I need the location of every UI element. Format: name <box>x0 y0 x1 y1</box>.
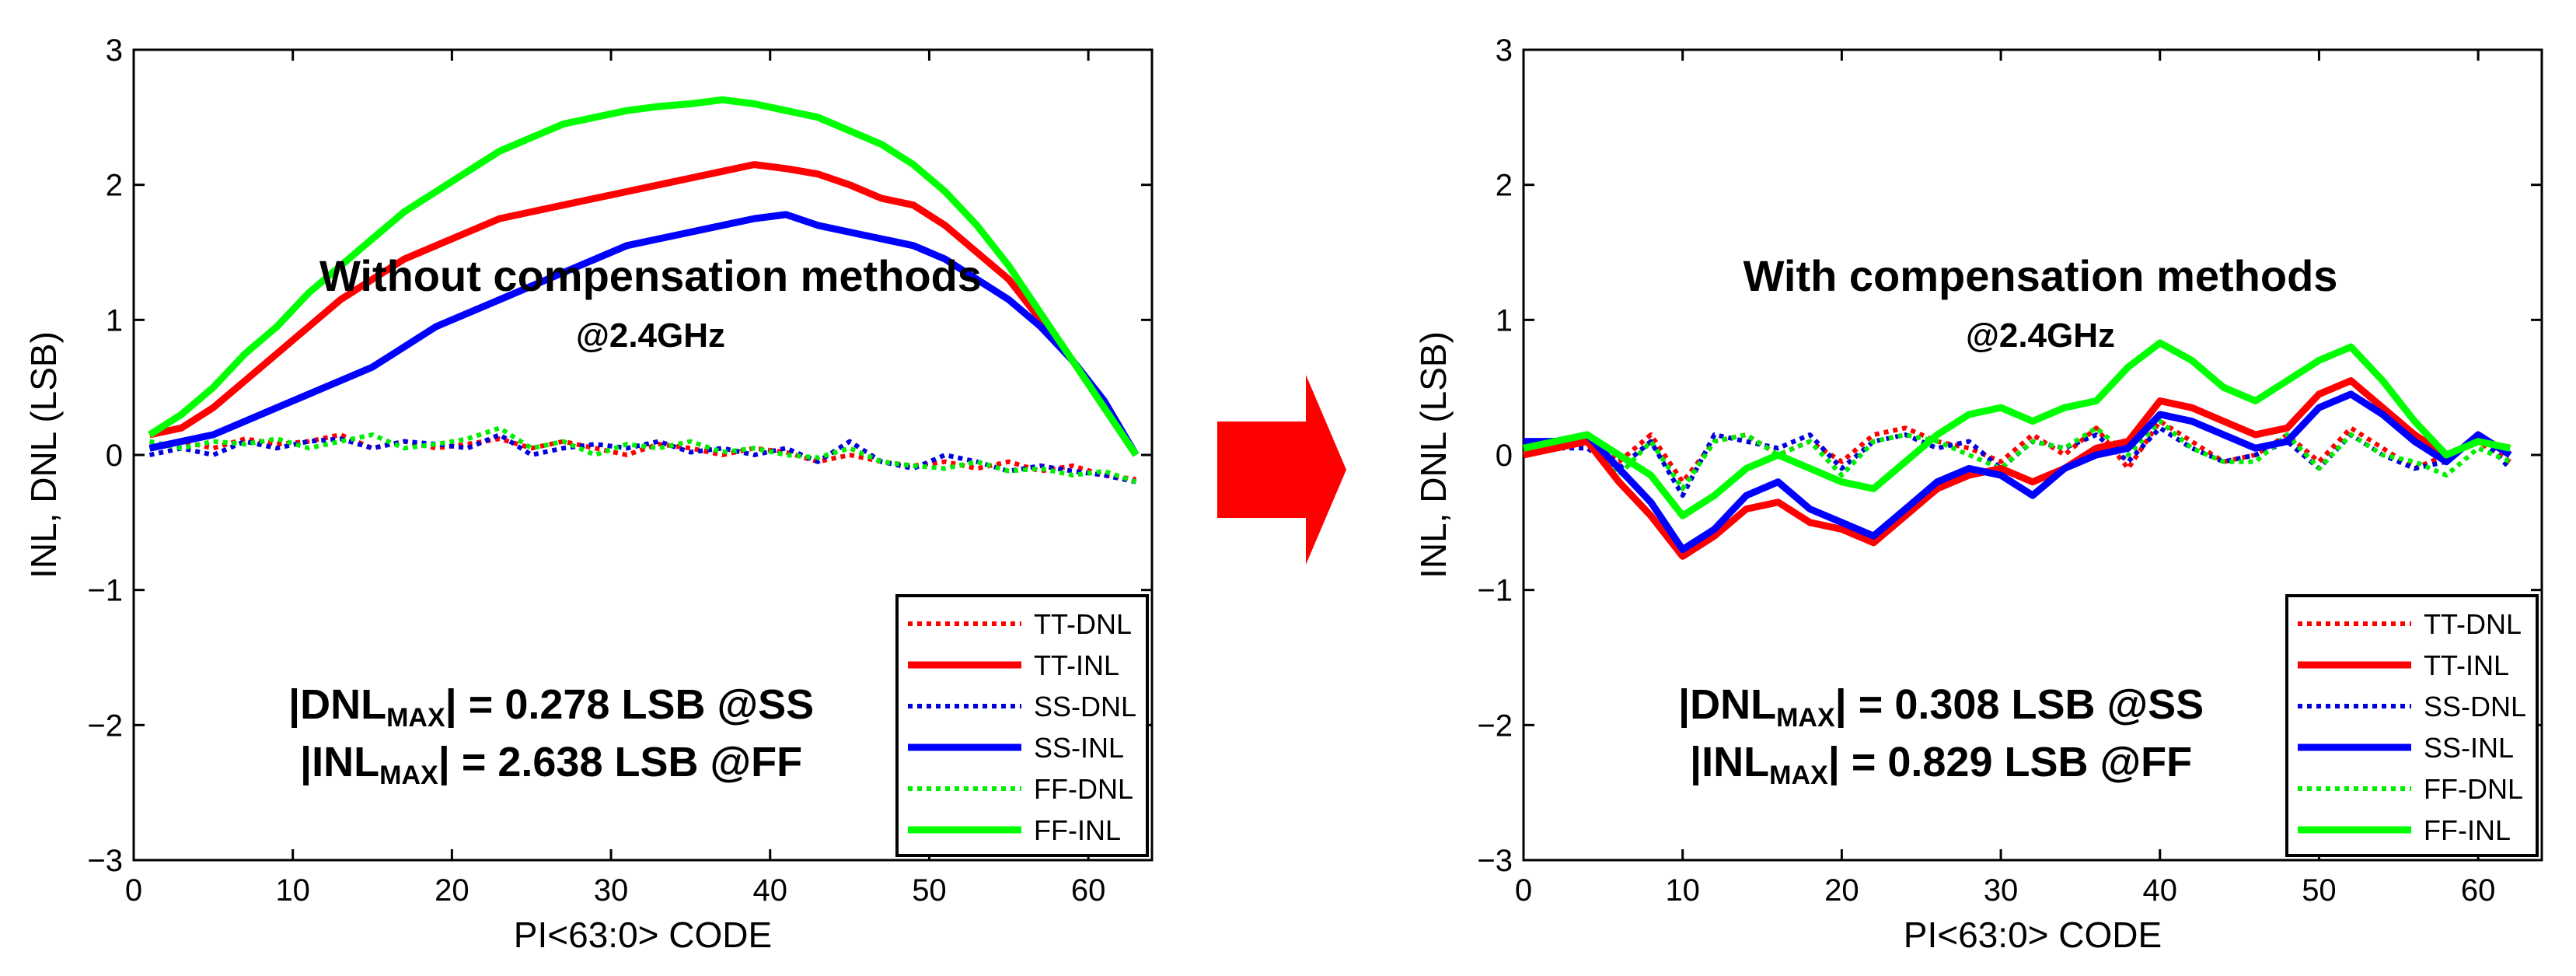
x-tick-label: 50 <box>912 873 947 908</box>
y-tick-label: −3 <box>1477 844 1513 878</box>
x-axis-label: PI<63:0> CODE <box>514 915 772 955</box>
right-arrow-icon <box>1217 375 1346 565</box>
x-tick-label: 40 <box>753 873 788 908</box>
y-tick-label: −1 <box>1477 574 1513 608</box>
x-tick-label: 60 <box>1071 873 1106 908</box>
legend-label: SS-DNL <box>1034 691 1136 722</box>
y-tick-label: 0 <box>1496 439 1513 473</box>
legend-label: FF-DNL <box>2424 773 2523 805</box>
legend-box <box>2285 594 2539 857</box>
series-line-ff-inl <box>1523 339 2511 519</box>
stat-subscript: MAX <box>1776 703 1835 733</box>
x-tick-label: 40 <box>2143 873 2178 908</box>
y-tick-label: −1 <box>87 574 123 608</box>
series-line-ff-dnl <box>148 425 1137 485</box>
stat-subscript: MAX <box>386 703 445 733</box>
x-tick-label: 20 <box>435 873 469 908</box>
stat-annotation: |DNLMAX| = 0.308 LSB @SS <box>1678 681 2204 733</box>
legend-label: FF-DNL <box>1034 773 1133 805</box>
x-tick-label: 30 <box>1984 873 2019 908</box>
x-tick-label: 30 <box>594 873 629 908</box>
series-line-ss-inl <box>1524 390 2512 554</box>
y-tick-label: −2 <box>87 708 123 743</box>
series-line-ss-inl <box>148 211 1140 457</box>
x-tick-label: 0 <box>1515 873 1532 908</box>
series-line-tt-dnl <box>1523 418 2511 485</box>
series-line-tt-dnl <box>148 432 1136 482</box>
stat-annotation: |INLMAX| = 0.829 LSB @FF <box>1690 739 2192 790</box>
legend-label: SS-INL <box>2424 732 2514 764</box>
chart-subtitle: @2.4GHz <box>576 317 725 355</box>
legend-label: SS-DNL <box>2424 691 2526 722</box>
x-tick-label: 10 <box>1665 873 1700 908</box>
legend-label: TT-INL <box>1034 649 1119 681</box>
legend-label: SS-INL <box>1034 732 1124 764</box>
legend-box <box>895 594 1149 857</box>
x-tick-label: 10 <box>275 873 310 908</box>
series-line-tt-inl <box>1523 377 2511 560</box>
y-axis-label: INL, DNL (LSB) <box>1413 331 1454 579</box>
y-tick-label: 2 <box>106 169 123 203</box>
legend-label: TT-DNL <box>1034 608 1132 640</box>
y-tick-label: 1 <box>1496 303 1513 338</box>
stat-annotation: |INLMAX| = 2.638 LSB @FF <box>300 739 802 790</box>
legend-label: FF-INL <box>1034 814 1121 846</box>
series-line-ff-inl <box>148 96 1140 457</box>
y-tick-label: 3 <box>1496 33 1513 68</box>
x-tick-label: 60 <box>2461 873 2496 908</box>
series-line-ff-dnl <box>1523 418 2511 491</box>
stat-suffix: | = 0.308 LSB @SS <box>1835 681 2204 729</box>
stat-suffix: | = 0.278 LSB @SS <box>445 681 814 729</box>
stat-prefix: |DNL <box>288 681 386 729</box>
series-line-tt-inl <box>148 161 1140 457</box>
legend-label: TT-INL <box>2424 649 2509 681</box>
stat-prefix: |DNL <box>1678 681 1776 729</box>
y-tick-label: 3 <box>106 33 123 68</box>
y-tick-label: 2 <box>1496 169 1513 203</box>
legend-label: FF-INL <box>2424 814 2511 846</box>
y-tick-label: −2 <box>1477 708 1513 743</box>
legend-label: TT-DNL <box>2424 608 2522 640</box>
stat-suffix: | = 0.829 LSB @FF <box>1828 739 2192 786</box>
y-axis-label: INL, DNL (LSB) <box>23 331 64 579</box>
stat-prefix: |INL <box>1690 739 1769 786</box>
stat-subscript: MAX <box>1769 761 1828 790</box>
y-tick-label: 0 <box>106 439 123 473</box>
stat-annotation: |DNLMAX| = 0.278 LSB @SS <box>288 681 814 733</box>
stat-subscript: MAX <box>379 761 438 790</box>
stat-suffix: | = 2.638 LSB @FF <box>438 739 802 786</box>
x-axis-label: PI<63:0> CODE <box>1904 915 2162 955</box>
chart-title: Without compensation methods <box>319 251 982 300</box>
chart-title: With compensation methods <box>1744 251 2338 300</box>
chart-subtitle: @2.4GHz <box>1966 317 2115 355</box>
y-tick-label: 1 <box>106 303 123 338</box>
x-tick-label: 20 <box>1824 873 1859 908</box>
stat-prefix: |INL <box>300 739 379 786</box>
y-tick-label: −3 <box>87 844 123 878</box>
x-tick-label: 0 <box>125 873 142 908</box>
x-tick-label: 50 <box>2302 873 2337 908</box>
